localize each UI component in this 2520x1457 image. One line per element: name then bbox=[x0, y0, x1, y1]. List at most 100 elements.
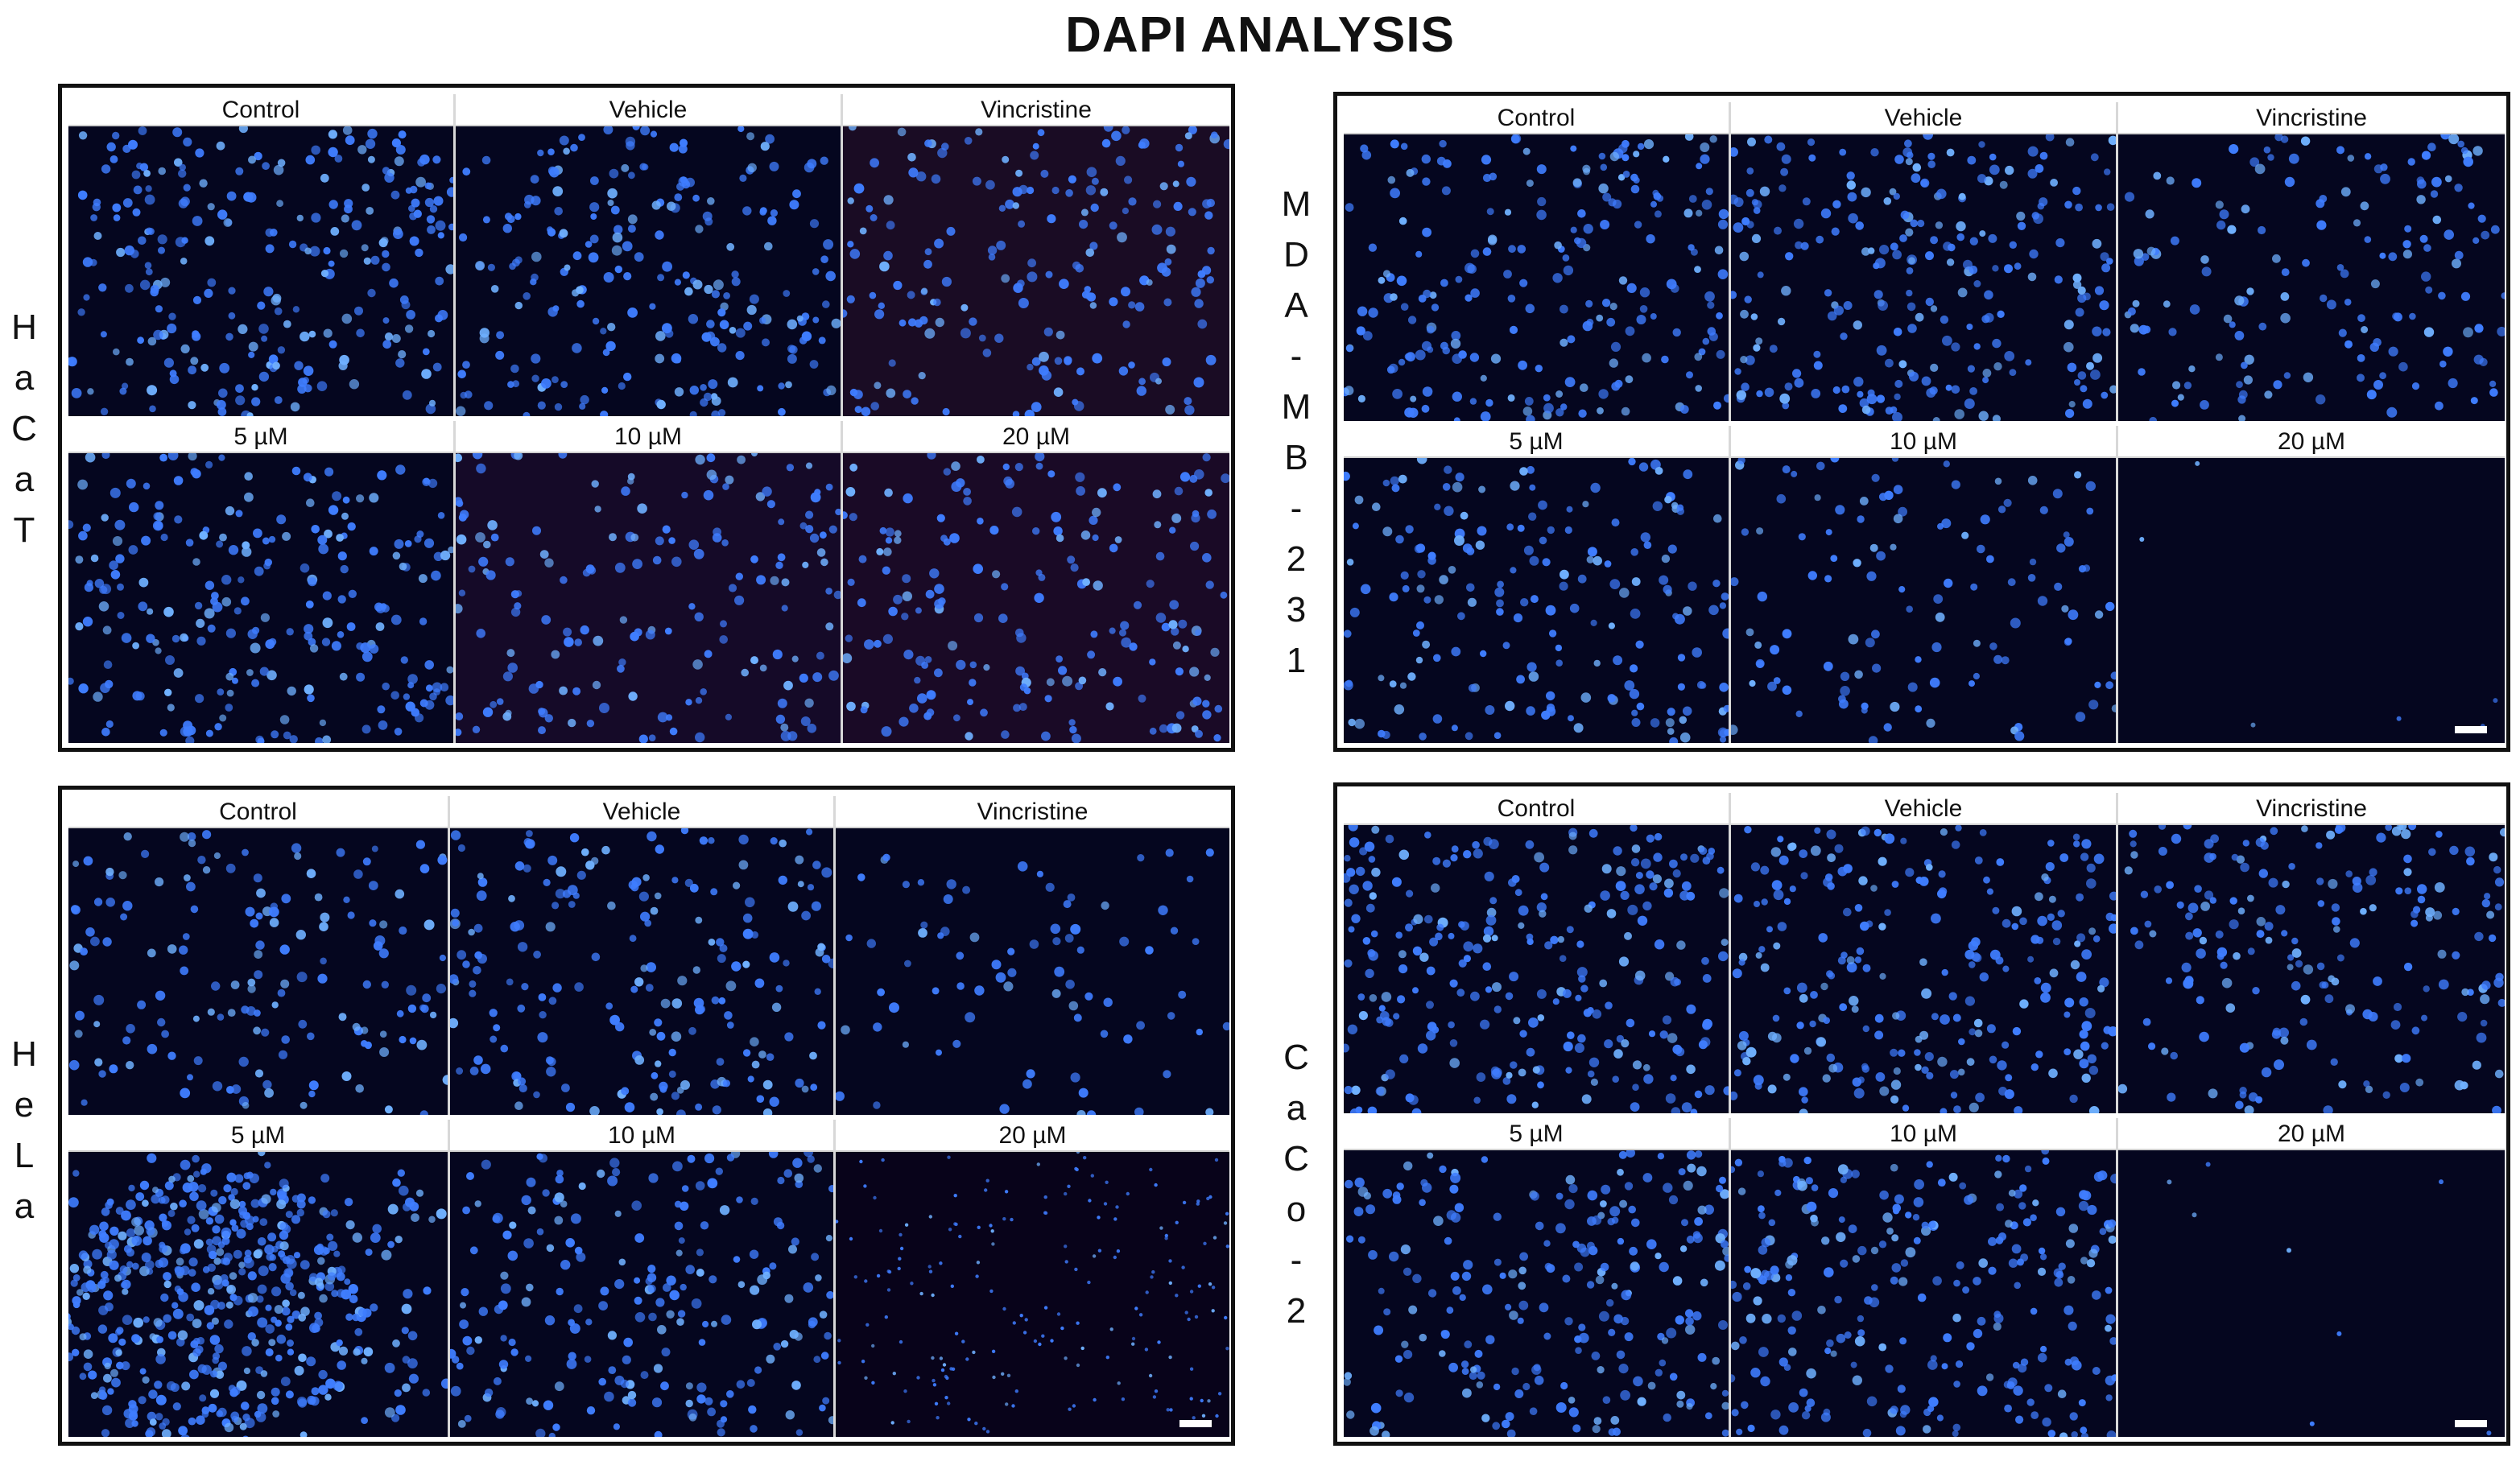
panel-grid: Control Vehicle Vincristine 5 µM 10 µM 2… bbox=[1344, 102, 2505, 743]
micrograph-caco-20um: 20 µM bbox=[2118, 1118, 2505, 1437]
micrograph-image bbox=[1731, 458, 2116, 743]
side-label-letter: H bbox=[11, 1034, 37, 1074]
side-label-letter: C bbox=[11, 409, 37, 448]
side-label-letter: H bbox=[11, 307, 37, 347]
micrograph-hacat-control: Control bbox=[68, 94, 456, 416]
micrograph-image bbox=[2118, 134, 2505, 421]
micrograph-mda-5um: 5 µM bbox=[1344, 426, 1731, 743]
side-label-letter: - bbox=[1290, 489, 1303, 528]
micrograph-hela-vincristine: Vincristine bbox=[836, 796, 1229, 1115]
side-label-letter: T bbox=[13, 510, 35, 550]
condition-label: Vehicle bbox=[450, 796, 833, 828]
micrograph-image bbox=[456, 126, 841, 416]
condition-label: 5 µM bbox=[1344, 426, 1729, 458]
panel-grid: Control Vehicle Vincristine 5 µM 10 µM 2… bbox=[1344, 793, 2505, 1437]
panel-grid: Control Vehicle Vincristine 5 µM 10 µM 2… bbox=[68, 94, 1229, 743]
condition-label: 5 µM bbox=[1344, 1118, 1729, 1150]
condition-label: 10 µM bbox=[1731, 1118, 2116, 1150]
side-label-letter: A bbox=[1284, 286, 1308, 325]
panel-caco: Control Vehicle Vincristine 5 µM 10 µM 2… bbox=[1333, 782, 2510, 1446]
condition-label: 20 µM bbox=[2118, 426, 2505, 458]
micrograph-hela-vehicle: Vehicle bbox=[450, 796, 836, 1115]
scale-bar-icon bbox=[2455, 726, 2487, 733]
micrograph-image bbox=[68, 453, 453, 743]
micrograph-image bbox=[2118, 1150, 2505, 1437]
side-label-letter: M bbox=[1281, 387, 1312, 427]
side-label-letter: C bbox=[1283, 1139, 1309, 1178]
micrograph-mda-control: Control bbox=[1344, 102, 1731, 421]
micrograph-image bbox=[450, 1152, 833, 1437]
micrograph-image bbox=[450, 828, 833, 1115]
side-label-letter: B bbox=[1284, 438, 1308, 477]
micrograph-image bbox=[1731, 134, 2116, 421]
condition-label: 20 µM bbox=[836, 1120, 1229, 1152]
micrograph-mda-10um: 10 µM bbox=[1731, 426, 2118, 743]
side-label-letter: 2 bbox=[1286, 539, 1307, 579]
condition-label: 5 µM bbox=[68, 1120, 448, 1152]
micrograph-hela-10um: 10 µM bbox=[450, 1120, 836, 1437]
micrograph-mda-vehicle: Vehicle bbox=[1731, 102, 2118, 421]
figure-title: DAPI ANALYSIS bbox=[1065, 7, 1455, 63]
side-label-letter: - bbox=[1290, 336, 1303, 376]
micrograph-image bbox=[68, 126, 453, 416]
micrograph-image bbox=[2118, 825, 2505, 1113]
micrograph-hela-control: Control bbox=[68, 796, 450, 1115]
condition-label: Control bbox=[1344, 793, 1729, 825]
side-label-letter: 2 bbox=[1286, 1291, 1307, 1331]
micrograph-image bbox=[68, 1152, 448, 1437]
micrograph-caco-10um: 10 µM bbox=[1731, 1118, 2118, 1437]
micrograph-image bbox=[843, 453, 1229, 743]
side-label-letter: 1 bbox=[1286, 641, 1307, 680]
micrograph-image bbox=[1344, 458, 1729, 743]
micrograph-hacat-20um: 20 µM bbox=[843, 421, 1229, 743]
micrograph-hacat-vincristine: Vincristine bbox=[843, 94, 1229, 416]
side-label-letter: a bbox=[14, 358, 35, 398]
micrograph-image bbox=[1344, 825, 1729, 1113]
scale-bar-icon bbox=[1179, 1420, 1212, 1427]
micrograph-image bbox=[1344, 1150, 1729, 1437]
micrograph-hacat-10um: 10 µM bbox=[456, 421, 843, 743]
condition-label: Vehicle bbox=[456, 94, 841, 126]
side-label-letter: e bbox=[14, 1085, 35, 1125]
panel-hela: Control Vehicle Vincristine 5 µM 10 µM 2… bbox=[58, 786, 1235, 1446]
side-label-letter: o bbox=[1286, 1190, 1307, 1229]
condition-label: 10 µM bbox=[450, 1120, 833, 1152]
micrograph-hacat-5um: 5 µM bbox=[68, 421, 456, 743]
condition-label: Control bbox=[68, 94, 453, 126]
side-label-letter: a bbox=[14, 1187, 35, 1226]
panel-grid: Control Vehicle Vincristine 5 µM 10 µM 2… bbox=[68, 796, 1229, 1437]
micrograph-image bbox=[456, 453, 841, 743]
condition-label: 20 µM bbox=[2118, 1118, 2505, 1150]
condition-label: 5 µM bbox=[68, 421, 453, 453]
scale-bar-icon bbox=[2455, 1420, 2487, 1427]
micrograph-image bbox=[836, 828, 1229, 1115]
micrograph-hacat-vehicle: Vehicle bbox=[456, 94, 843, 416]
micrograph-mda-20um: 20 µM bbox=[2118, 426, 2505, 743]
panel-mda: Control Vehicle Vincristine 5 µM 10 µM 2… bbox=[1333, 92, 2510, 752]
micrograph-image bbox=[843, 126, 1229, 416]
panel-hacat: Control Vehicle Vincristine 5 µM 10 µM 2… bbox=[58, 84, 1235, 752]
micrograph-caco-5um: 5 µM bbox=[1344, 1118, 1731, 1437]
micrograph-image bbox=[2118, 458, 2505, 743]
condition-label: 10 µM bbox=[1731, 426, 2116, 458]
micrograph-caco-control: Control bbox=[1344, 793, 1731, 1113]
condition-label: Vincristine bbox=[2118, 793, 2505, 825]
condition-label: 20 µM bbox=[843, 421, 1229, 453]
side-label-letter: C bbox=[1283, 1038, 1309, 1077]
micrograph-image bbox=[1344, 134, 1729, 421]
side-label-letter: D bbox=[1283, 235, 1309, 274]
micrograph-image bbox=[1731, 1150, 2116, 1437]
micrograph-hela-20um: 20 µM bbox=[836, 1120, 1229, 1437]
micrograph-caco-vehicle: Vehicle bbox=[1731, 793, 2118, 1113]
micrograph-hela-5um: 5 µM bbox=[68, 1120, 450, 1437]
condition-label: 10 µM bbox=[456, 421, 841, 453]
condition-label: Vincristine bbox=[2118, 102, 2505, 134]
condition-label: Vincristine bbox=[843, 94, 1229, 126]
condition-label: Vehicle bbox=[1731, 793, 2116, 825]
side-label-letter: M bbox=[1281, 184, 1312, 224]
micrograph-image bbox=[836, 1152, 1229, 1437]
micrograph-image bbox=[1731, 825, 2116, 1113]
